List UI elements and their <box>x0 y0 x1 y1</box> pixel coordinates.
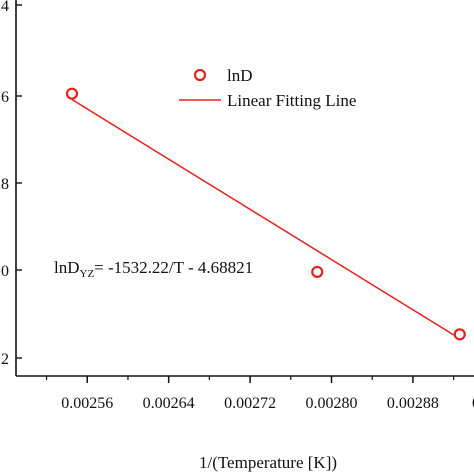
legend-marker-lnD <box>193 68 207 82</box>
points-layer <box>65 87 466 341</box>
x-tick-label-cut: 0 <box>472 395 474 412</box>
x-tick-label: 0.00264 <box>143 395 195 412</box>
x-tick-label: 0.00288 <box>387 395 439 412</box>
fit-equation: lnDYZ= -1532.22/T - 4.68821 <box>54 258 253 280</box>
x-tick-label: 0.00272 <box>224 395 276 412</box>
data-point <box>65 87 79 100</box>
x-ticks: 0.00256 0.00264 0.00272 0.00280 0.00288 0 <box>45 376 474 412</box>
x-tick-label: 0.00280 <box>306 395 358 412</box>
fit-line-layer <box>71 98 461 340</box>
y-tick-label-cut: 8 <box>1 176 9 193</box>
legend: lnD Linear Fitting Line <box>179 66 356 110</box>
y-tick-label-cut: 6 <box>1 89 9 106</box>
data-point <box>453 328 466 341</box>
data-point <box>311 265 324 279</box>
legend-label-lnD: lnD <box>227 66 253 85</box>
x-tick-label: 0.00256 <box>61 395 113 412</box>
y-ticks: 4 6 8 0 2 <box>1 0 22 368</box>
y-tick-label-cut: 2 <box>1 351 9 368</box>
legend-label-fit: Linear Fitting Line <box>227 91 356 110</box>
fit-line <box>71 98 461 340</box>
equation-main: lnD <box>54 258 80 277</box>
y-tick-label-cut: 0 <box>1 263 9 280</box>
equation-subscript: YZ <box>80 268 95 280</box>
y-tick-label-cut: 4 <box>1 0 9 15</box>
x-axis-title: 1/(Temperature [K]) <box>199 453 337 472</box>
equation-rest: = -1532.22/T - 4.68821 <box>94 258 253 277</box>
